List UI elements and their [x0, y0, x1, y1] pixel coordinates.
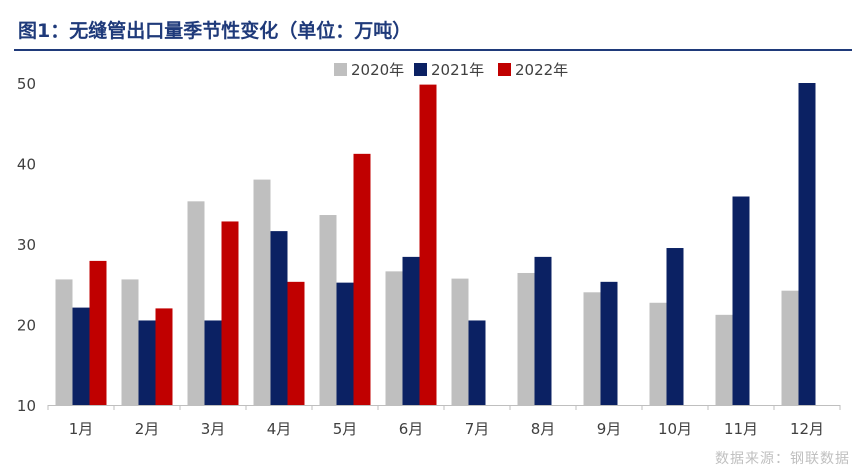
- bar-2020: [187, 201, 205, 405]
- bar-2021: [138, 320, 156, 405]
- legend-label: 2020年: [351, 61, 404, 79]
- bar-2021: [72, 307, 90, 405]
- x-tick-label: 1月: [69, 420, 94, 438]
- x-tick-label: 7月: [465, 420, 490, 438]
- source-note: 数据来源：钢联数据: [715, 451, 850, 467]
- legend-swatch-2021: [414, 63, 427, 76]
- x-tick-label: 11月: [724, 420, 758, 438]
- bar-2021: [732, 196, 750, 405]
- y-axis: 10 20 30 40 50: [17, 75, 36, 415]
- bar-2020: [121, 279, 139, 405]
- x-tick-label: 12月: [790, 420, 824, 438]
- bars: [55, 83, 816, 406]
- legend-label: 2021年: [431, 61, 484, 79]
- y-tick-label: 50: [17, 75, 36, 93]
- bar-2020: [451, 278, 469, 405]
- bar-2022: [419, 84, 437, 406]
- bar-2022: [353, 153, 371, 405]
- x-tick-label: 9月: [597, 420, 622, 438]
- bar-2020: [385, 271, 403, 405]
- y-tick-label: 40: [17, 156, 36, 174]
- y-tick-label: 20: [17, 317, 36, 335]
- bar-2020: [253, 179, 271, 405]
- x-tick-label: 2月: [135, 420, 160, 438]
- bar-2021: [666, 248, 684, 405]
- x-axis: 1月 2月 3月 4月 5月 6月 7月 8月 9月 10月 11月 12月: [47, 405, 841, 438]
- bar-2020: [319, 215, 337, 405]
- bar-2021: [402, 256, 420, 405]
- bar-2020: [55, 279, 73, 405]
- legend: 2020年 2021年 2022年: [334, 61, 568, 79]
- title-rule: [14, 49, 852, 51]
- bar-2020: [649, 302, 667, 405]
- bar-2022: [221, 221, 239, 405]
- bar-2020: [715, 314, 733, 405]
- bar-2020: [781, 290, 799, 405]
- y-tick-label: 10: [17, 397, 36, 415]
- legend-swatch-2022: [498, 63, 511, 76]
- x-tick-label: 8月: [531, 420, 556, 438]
- bar-2020: [517, 272, 535, 405]
- chart-title: 图1：无缝管出口量季节性变化（单位：万吨）: [18, 20, 412, 42]
- x-tick-label: 5月: [333, 420, 358, 438]
- y-tick-label: 30: [17, 236, 36, 254]
- bar-2021: [468, 320, 486, 405]
- x-tick-label: 6月: [399, 420, 424, 438]
- bar-2021: [336, 282, 354, 405]
- bar-2022: [287, 281, 305, 405]
- bar-2020: [583, 292, 601, 405]
- bar-2022: [89, 260, 107, 405]
- bar-2021: [534, 256, 552, 405]
- bar-2022: [155, 308, 173, 405]
- x-tick-label: 10月: [658, 420, 692, 438]
- bar-2021: [798, 83, 816, 405]
- legend-label: 2022年: [515, 61, 568, 79]
- bar-2021: [204, 320, 222, 405]
- bar-2021: [600, 281, 618, 405]
- legend-swatch-2020: [334, 63, 347, 76]
- x-tick-label: 3月: [201, 420, 226, 438]
- bar-2021: [270, 231, 288, 405]
- x-tick-label: 4月: [267, 420, 292, 438]
